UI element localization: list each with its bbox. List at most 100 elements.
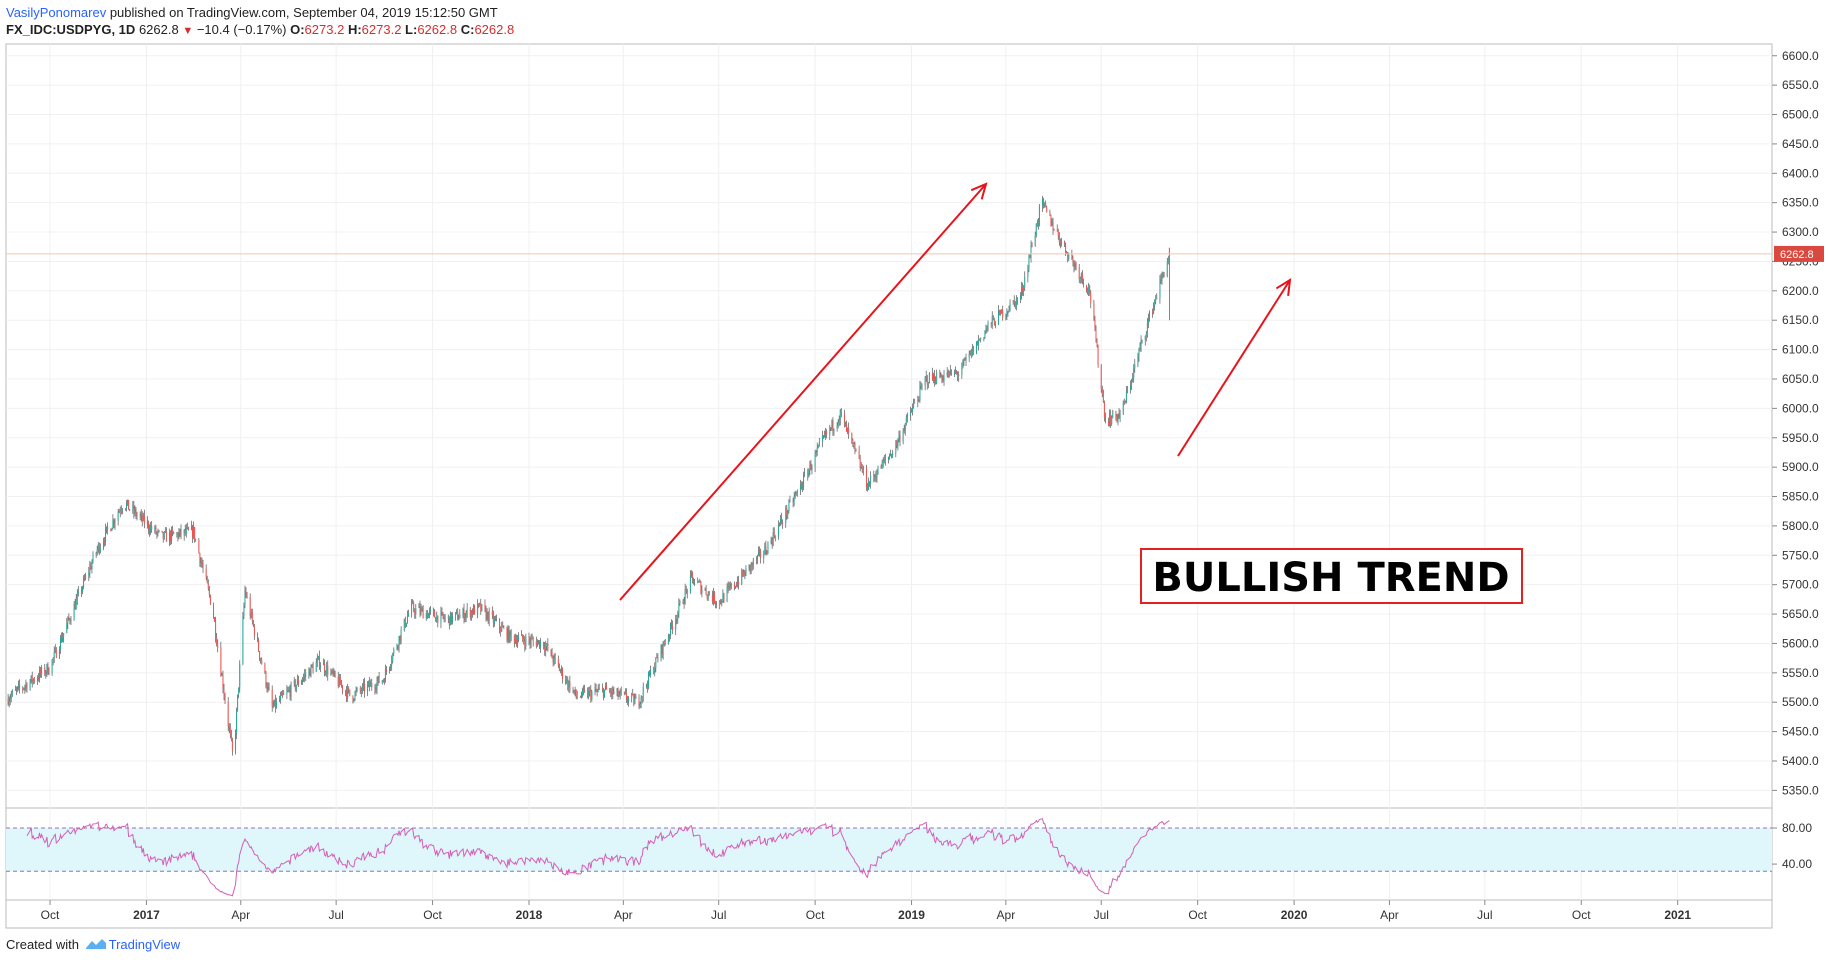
candle-body xyxy=(434,611,436,618)
candle-body xyxy=(479,603,481,605)
candle-body xyxy=(1110,414,1112,424)
candle-body xyxy=(569,681,571,691)
candle-body xyxy=(1100,365,1102,389)
candle-body xyxy=(1152,312,1154,314)
candle-body xyxy=(1122,401,1124,414)
candle-body xyxy=(807,473,809,477)
x-tick-label: 2020 xyxy=(1281,908,1308,922)
candle-body xyxy=(305,674,307,676)
candle-body xyxy=(1145,333,1147,337)
candle-body xyxy=(465,612,467,617)
candle-body xyxy=(597,689,599,692)
candle-body xyxy=(788,501,790,512)
candle-body xyxy=(377,676,379,682)
candle-body xyxy=(323,663,325,666)
candle-body xyxy=(170,532,172,541)
candle-body xyxy=(756,555,758,561)
candle-body xyxy=(525,636,527,647)
candle-body xyxy=(237,694,239,711)
candle-body xyxy=(576,696,578,698)
candle-body xyxy=(76,594,78,600)
candle-body xyxy=(54,648,56,652)
candle-body xyxy=(781,518,783,523)
candle-body xyxy=(271,689,273,707)
candle-body xyxy=(214,617,216,622)
trend-arrow-main[interactable] xyxy=(619,183,987,601)
candle-body xyxy=(657,657,659,660)
candle-body xyxy=(773,532,775,537)
candle-body xyxy=(361,685,363,692)
candle-body xyxy=(201,561,203,566)
candle-body xyxy=(199,553,201,564)
candle-body xyxy=(134,509,136,514)
candle-body xyxy=(1075,264,1077,268)
candle-body xyxy=(345,690,347,692)
candle-body xyxy=(1124,401,1126,403)
candle-body xyxy=(958,374,960,376)
y-tick-label: 5350.0 xyxy=(1782,783,1819,797)
candle-body xyxy=(37,678,39,680)
candle-body xyxy=(1096,342,1098,345)
candle-body xyxy=(684,589,686,603)
symbol-label[interactable]: FX_IDC:USDPYG, 1D xyxy=(6,22,136,37)
candle-body xyxy=(275,701,277,708)
candle-body xyxy=(382,680,384,682)
candle-body xyxy=(404,618,406,627)
candle-body xyxy=(1108,421,1110,425)
candle-body xyxy=(473,606,475,615)
candle-body xyxy=(36,678,38,682)
candle-body xyxy=(737,581,739,587)
candle-body xyxy=(515,639,517,645)
candle-body xyxy=(311,665,313,667)
author-link[interactable]: VasilyPonomarev xyxy=(6,5,107,20)
candle-body xyxy=(502,626,504,628)
tradingview-link[interactable]: TradingView xyxy=(108,937,181,952)
candle-body xyxy=(854,444,856,449)
candle-body xyxy=(378,676,380,683)
open-value: 6273.2 xyxy=(304,22,345,37)
candle-body xyxy=(121,509,123,511)
candle-body xyxy=(349,689,351,696)
candle-body xyxy=(85,575,87,580)
candle-body xyxy=(984,331,986,338)
candle-body xyxy=(822,435,824,437)
candle-body xyxy=(1119,413,1121,418)
chart-frame xyxy=(5,43,1773,929)
candle-body xyxy=(588,690,590,698)
candle-body xyxy=(560,668,562,671)
candle-body xyxy=(421,608,423,610)
candle-body xyxy=(59,637,61,650)
candle-body xyxy=(685,589,687,591)
candle-body xyxy=(704,588,706,590)
candle-body xyxy=(92,554,94,563)
candle-body xyxy=(796,490,798,493)
candle-body xyxy=(865,467,867,488)
candle-body xyxy=(209,594,211,605)
candle-body xyxy=(155,526,157,534)
candle-body xyxy=(33,679,35,682)
candle-body xyxy=(869,481,871,485)
candle-body xyxy=(126,503,128,509)
candle-body xyxy=(47,664,49,674)
candle-body xyxy=(48,673,50,675)
candle-body xyxy=(896,441,898,446)
candle-body xyxy=(736,586,738,588)
annotation-box[interactable] xyxy=(1140,548,1523,604)
candle-body xyxy=(444,618,446,620)
candle-body xyxy=(1097,344,1099,366)
candle-body xyxy=(682,601,684,604)
candle-body xyxy=(17,686,19,690)
candle-body xyxy=(96,549,98,553)
candle-body xyxy=(1023,287,1025,292)
publish-line: VasilyPonomarev published on TradingView… xyxy=(6,4,514,21)
x-tick-label: Jul xyxy=(328,908,343,922)
candle-body xyxy=(140,514,142,516)
candle-body xyxy=(532,638,534,642)
candle-body xyxy=(595,688,597,692)
candle-body xyxy=(760,550,762,558)
candle-body xyxy=(646,684,648,687)
candle-body xyxy=(162,532,164,539)
trend-arrow-recent[interactable] xyxy=(1177,279,1291,457)
candle-body xyxy=(582,688,584,690)
